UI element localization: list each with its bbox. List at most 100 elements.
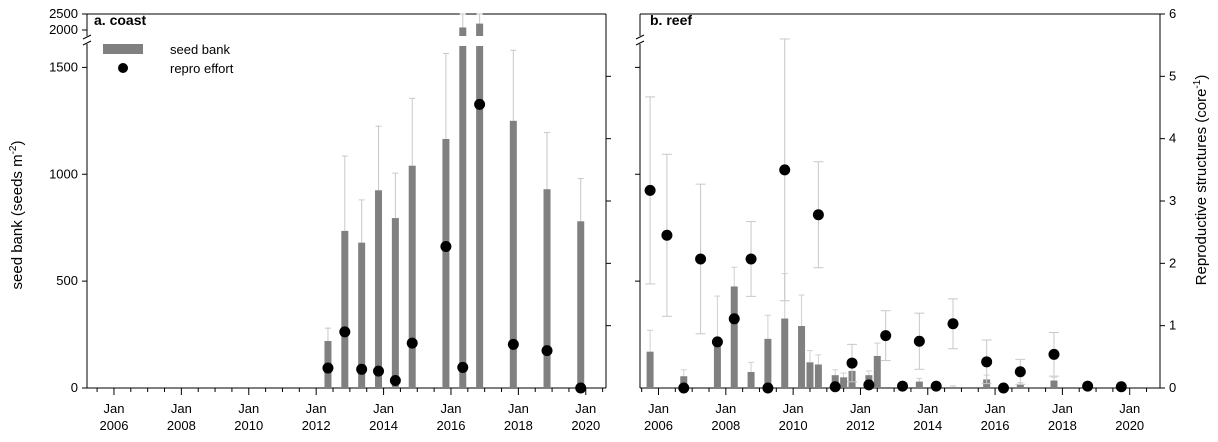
x-tick-label-month: Jan — [440, 401, 461, 416]
right-y-tick-label: 2 — [1169, 255, 1176, 270]
repro-effort-point — [880, 330, 892, 342]
axis-break-mark — [82, 34, 92, 40]
right-y-tick-label: 3 — [1169, 193, 1176, 208]
x-tick-label-month: Jan — [575, 401, 596, 416]
repro-effort-point — [389, 375, 401, 387]
repro-effort-point — [762, 382, 774, 394]
left-y-axis-label: seed bank (seeds m-2) — [8, 141, 26, 290]
repro-effort-point — [356, 363, 368, 375]
repro-effort-point — [1048, 348, 1060, 360]
x-tick-label-year: 2020 — [571, 418, 600, 433]
seed-bank-bar — [764, 338, 772, 388]
x-tick-label-month: Jan — [850, 401, 871, 416]
y-tick-label: 1500 — [49, 59, 78, 74]
repro-effort-point — [457, 361, 469, 373]
y-tick-label: 0 — [71, 380, 78, 395]
x-tick-label-month: Jan — [715, 401, 736, 416]
repro-effort-point — [812, 209, 824, 221]
x-tick-label-month: Jan — [985, 401, 1006, 416]
x-tick-label-year: 2012 — [846, 418, 875, 433]
x-tick-label-year: 2010 — [234, 418, 263, 433]
legend-repro-effort-marker — [118, 63, 128, 73]
panel-b-reef: b. reef 0 1 2 3 4 5 6 Jan 2006 Jan 2008 Jan 2010 Jan 2… — [635, 6, 1176, 433]
seed-bank-bar — [459, 46, 467, 388]
repro-effort-point — [846, 357, 858, 369]
seed-bank-bar — [1016, 384, 1024, 388]
legend-seed-bank-swatch — [103, 44, 143, 54]
repro-effort-point — [661, 229, 673, 241]
repro-effort-point — [507, 338, 519, 350]
x-tick-label-year: 2008 — [711, 418, 740, 433]
repro-effort-point — [695, 253, 707, 265]
repro-effort-point — [1014, 366, 1026, 378]
repro-effort-point — [339, 326, 351, 338]
y-tick-label: 2000 — [49, 22, 78, 37]
panel-b-plot-area: 0 1 2 3 4 5 6 Jan 2006 Jan 2008 Jan 2010 Jan 2012 Jan 20… — [635, 6, 1176, 433]
repro-effort-point — [930, 380, 942, 392]
axis-break-mark — [635, 34, 645, 40]
repro-effort-point — [440, 241, 452, 253]
x-tick-label-month: Jan — [238, 401, 259, 416]
x-tick-label-month: Jan — [783, 401, 804, 416]
seed-bank-bar — [730, 286, 738, 388]
right-y-tick-label: 5 — [1169, 68, 1176, 83]
seed-bank-bar — [873, 355, 881, 388]
repro-effort-point — [1082, 380, 1094, 392]
x-tick-label-year: 2012 — [302, 418, 331, 433]
seed-bank-bar — [949, 386, 957, 388]
legend: seed bank repro effort — [103, 42, 234, 76]
x-tick-label-year: 2010 — [779, 418, 808, 433]
seed-bank-bar — [798, 326, 806, 388]
repro-effort-point — [947, 318, 959, 330]
seed-bank-bar — [814, 364, 822, 388]
x-tick-label-month: Jan — [508, 401, 529, 416]
repro-effort-point — [373, 365, 385, 377]
seed-bank-bar — [358, 242, 366, 388]
right-y-tick-label: 6 — [1169, 6, 1176, 21]
right-y-tick-label: 1 — [1169, 318, 1176, 333]
seed-bank-bar — [341, 230, 349, 388]
y-tick-label: 1000 — [49, 166, 78, 181]
seed-bank-bar-top — [459, 27, 467, 36]
repro-effort-point — [1115, 381, 1127, 393]
x-tick-label-year: 2016 — [981, 418, 1010, 433]
repro-effort-point — [322, 362, 334, 374]
y-tick-label: 500 — [56, 273, 78, 288]
x-tick-label-year: 2018 — [1048, 418, 1077, 433]
repro-effort-point — [981, 356, 993, 368]
seed-bank-bar — [915, 381, 923, 388]
repro-effort-point — [711, 336, 723, 348]
y-tick-label: 2500 — [49, 6, 78, 21]
axis-break-mark — [82, 40, 92, 46]
x-tick-label-month: Jan — [103, 401, 124, 416]
seed-bank-bar — [442, 138, 450, 388]
repro-effort-point — [644, 184, 656, 196]
repro-effort-point — [913, 335, 925, 347]
x-tick-label-year: 2014 — [369, 418, 398, 433]
repro-effort-point — [745, 253, 757, 265]
repro-effort-point — [406, 337, 418, 349]
panel-b-title: b. reef — [650, 12, 692, 28]
x-tick-label-month: Jan — [373, 401, 394, 416]
x-tick-label-month: Jan — [917, 401, 938, 416]
seed-bank-bar — [408, 165, 416, 388]
seed-bank-bar — [840, 377, 848, 388]
seed-bank-bar — [646, 351, 654, 388]
panel-a-title: a. coast — [94, 12, 146, 28]
seed-bank-bar — [391, 218, 399, 388]
seed-bank-bar — [1050, 380, 1058, 388]
x-tick-label-year: 2020 — [1115, 418, 1144, 433]
x-tick-label-month: Jan — [1052, 401, 1073, 416]
seed-bank-bar — [375, 190, 383, 388]
x-tick-label-month: Jan — [171, 401, 192, 416]
seed-bank-bar — [806, 362, 814, 388]
seed-bank-bar — [543, 189, 551, 388]
repro-effort-point — [678, 382, 690, 394]
repro-effort-point — [897, 380, 909, 392]
seed-bank-bar — [713, 340, 721, 388]
x-tick-label-year: 2014 — [913, 418, 942, 433]
seed-bank-bar — [747, 371, 755, 388]
